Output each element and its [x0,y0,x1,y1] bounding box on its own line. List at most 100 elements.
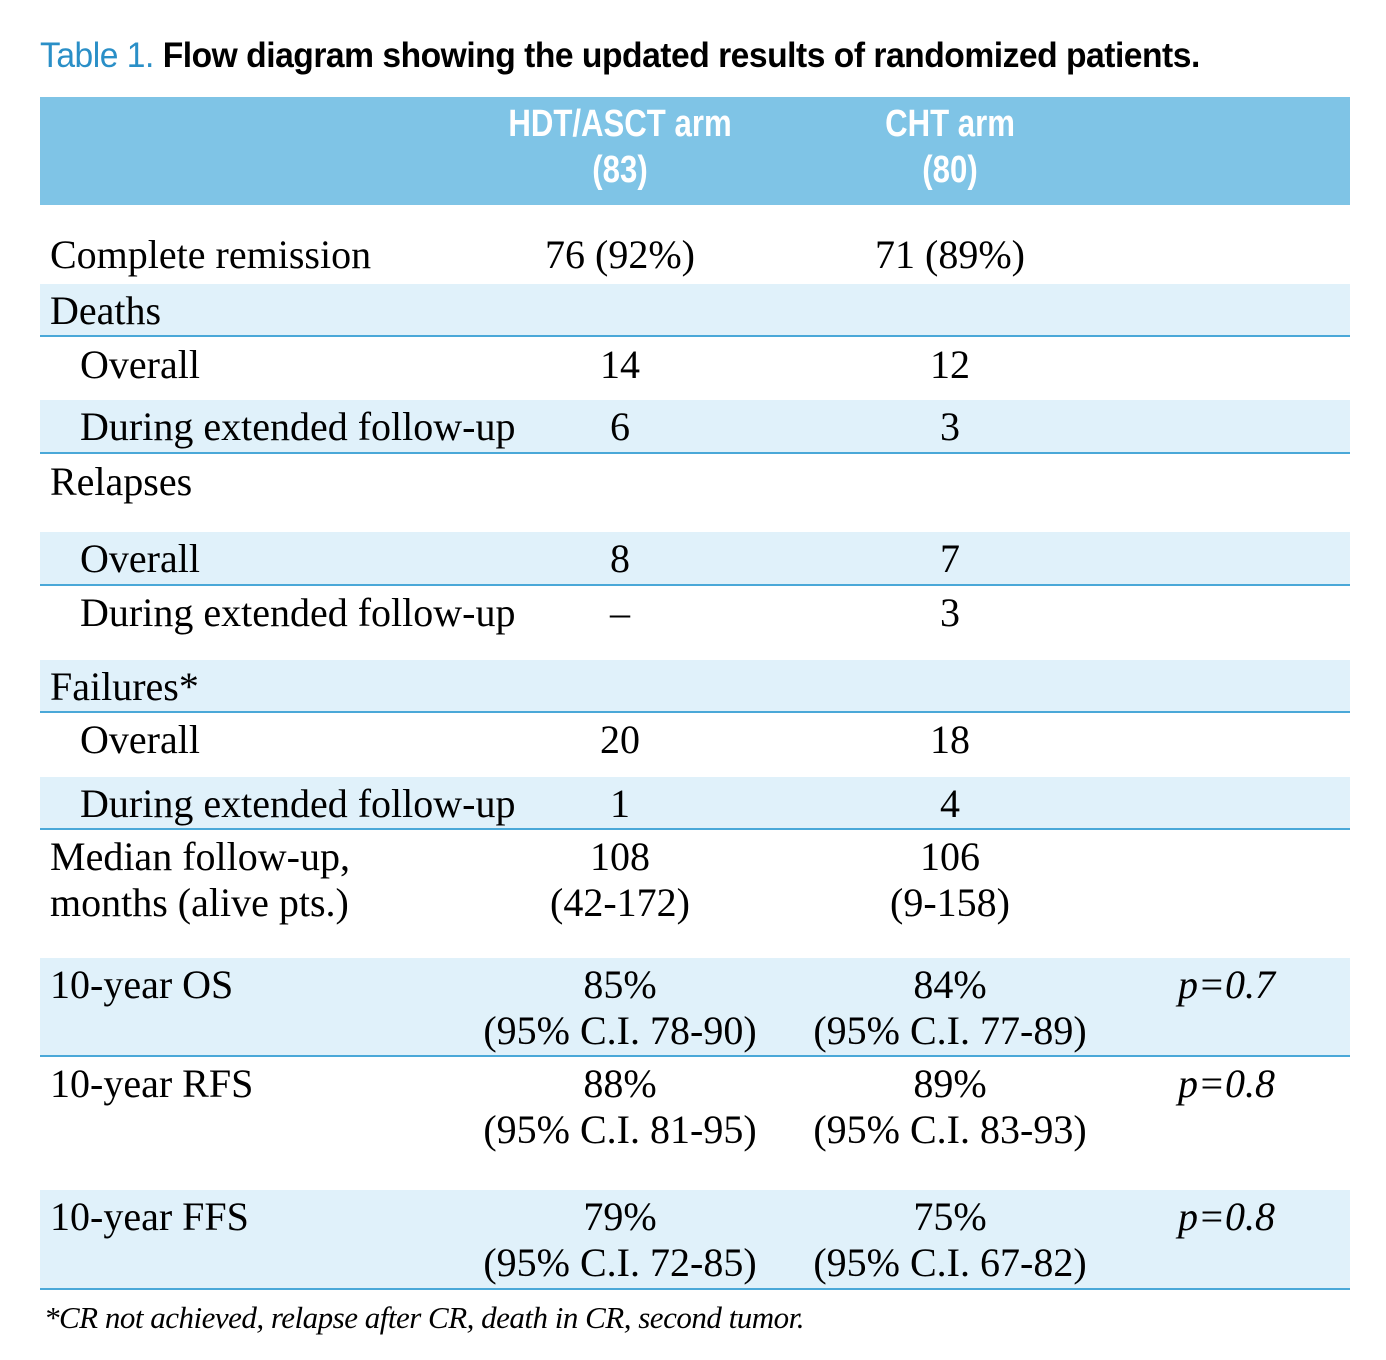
cell-line: 3 [940,590,960,635]
footnote: *CR not achieved, relapse after CR, deat… [44,1300,804,1335]
row-label: During extended follow-up [80,590,515,636]
table-row: 10-year FFS 79% (95% C.I. 72-85) 75% (95% C.… [40,1190,1350,1290]
cell-line: – [610,590,630,635]
cell-line: (95% C.I. 77-89) [813,1008,1087,1053]
cell-line: (95% C.I. 67-82) [813,1240,1087,1285]
row-label: During extended follow-up [80,404,515,450]
table-row: Complete remission 76 (92%) 71 (89%) [40,228,1350,284]
row-label: Overall [80,536,200,582]
table-row: During extended follow-up – 3 [40,586,1350,660]
cell-line: 14 [600,342,640,387]
table-row: Overall 14 12 [40,338,1350,400]
header-line: HDT/ASCT arm [508,103,732,145]
p-value: p=0.8 [1178,1194,1275,1239]
cell-line: 106 [920,834,980,879]
cell-line: 8 [610,536,630,581]
row-label: Overall [80,342,200,388]
cell: 14 [440,342,800,388]
table-row: Median follow-up, months (alive pts.) 108(… [40,830,1350,956]
row-label: Median follow-up, months (alive pts.) [50,834,350,926]
header-line: (83) [592,149,648,191]
p-value: p=0.8 [1178,1061,1275,1106]
cell: 89% (95% C.I. 83-93) [770,1061,1130,1153]
table-row: During extended follow-up 1 4 [40,777,1350,830]
cell: 1 [440,781,800,827]
cell: 108 (42-172) [440,834,800,926]
cell: 71 (89%) [770,232,1130,278]
cell-line: (42-172) [550,880,690,925]
cell: 12 [770,342,1130,388]
cell-line: (95% C.I. 83-93) [813,1107,1087,1152]
label-line: 10-year FFS [50,1194,249,1239]
table-row: 10-year OS 85% (95% C.I. 78-90) 84% (95% C.I… [40,958,1350,1057]
cell-line: 12 [930,342,970,387]
cell: 4 [770,781,1130,827]
cell: 75% (95% C.I. 67-82) [770,1194,1130,1286]
label-line: Overall [80,717,200,762]
cell-line: (9-158) [890,880,1010,925]
cell-line: 89% [913,1061,987,1106]
cell-line: (95% C.I. 72-85) [483,1240,757,1285]
cell-line: 3 [940,404,960,449]
cell-line: 84% [913,962,987,1007]
cell-line: 88% [583,1061,657,1106]
cell-line: 76 (92%) [545,232,695,277]
column-header: CHT arm (80) [819,101,1081,193]
cell: 6 [440,404,800,450]
cell: 88% (95% C.I. 81-95) [440,1061,800,1153]
cell-line: (95% C.I. 81-95) [483,1107,757,1152]
table-row: Overall 8 7 [40,532,1350,586]
table-row: During extended follow-up 6 3 [40,400,1350,454]
title-text: Flow diagram showing the updated results… [162,36,1201,75]
header-line: CHT arm [885,103,1015,145]
column-header: HDT/ASCT arm (83) [489,101,751,193]
label-line: Median follow-up, [50,834,350,879]
cell: 8 [440,536,800,582]
table-header: HDT/ASCT arm (83) CHT arm (80) [40,97,1350,205]
cell: 85% (95% C.I. 78-90) [440,962,800,1054]
row-label: Overall [80,717,200,763]
cell-line: (95% C.I. 78-90) [483,1008,757,1053]
cell: 7 [770,536,1130,582]
cell-line: 1 [610,781,630,826]
row-label: Failures* [50,664,199,710]
cell-line: 18 [930,717,970,762]
cell-line: 71 (89%) [875,232,1025,277]
table-row: 10-year RFS 88% (95% C.I. 81-95) 89% (95% C.… [40,1057,1350,1189]
label-line: Failures* [50,664,199,709]
cell-line: 108 [590,834,650,879]
table-number: Table 1. [40,36,154,75]
table-row: Failures* [40,660,1350,713]
row-label: 10-year OS [50,962,233,1008]
table-row: Relapses [40,455,1350,532]
cell: 18 [770,717,1130,763]
label-line: Overall [80,342,200,387]
cell: 3 [770,590,1130,636]
table-row: Overall 20 18 [40,713,1350,777]
cell-line: 75% [913,1194,987,1239]
cell: 79% (95% C.I. 72-85) [440,1194,800,1286]
label-line: During extended follow-up [80,404,516,449]
p-value: p=0.7 [1178,962,1275,1007]
label-line: Relapses [50,459,193,504]
label-line: months (alive pts.) [50,880,349,925]
cell-line: 85% [583,962,657,1007]
cell: – [440,590,800,636]
cell-line: 79% [583,1194,657,1239]
cell-line: 7 [940,536,960,581]
row-label: Deaths [50,288,161,334]
cell: 84% (95% C.I. 77-89) [770,962,1130,1054]
label-line: Overall [80,536,200,581]
cell: 106 (9-158) [770,834,1130,926]
cell: 76 (92%) [440,232,800,278]
label-line: Deaths [50,288,162,333]
row-label: Complete remission [50,232,371,278]
cell-line: 20 [600,717,640,762]
label-line: 10-year OS [50,962,234,1007]
label-line: Complete remission [50,232,372,277]
table-row: Deaths [40,284,1350,337]
row-label: 10-year FFS [50,1194,249,1240]
row-label: During extended follow-up [80,781,515,827]
cell-line: 4 [940,781,960,826]
